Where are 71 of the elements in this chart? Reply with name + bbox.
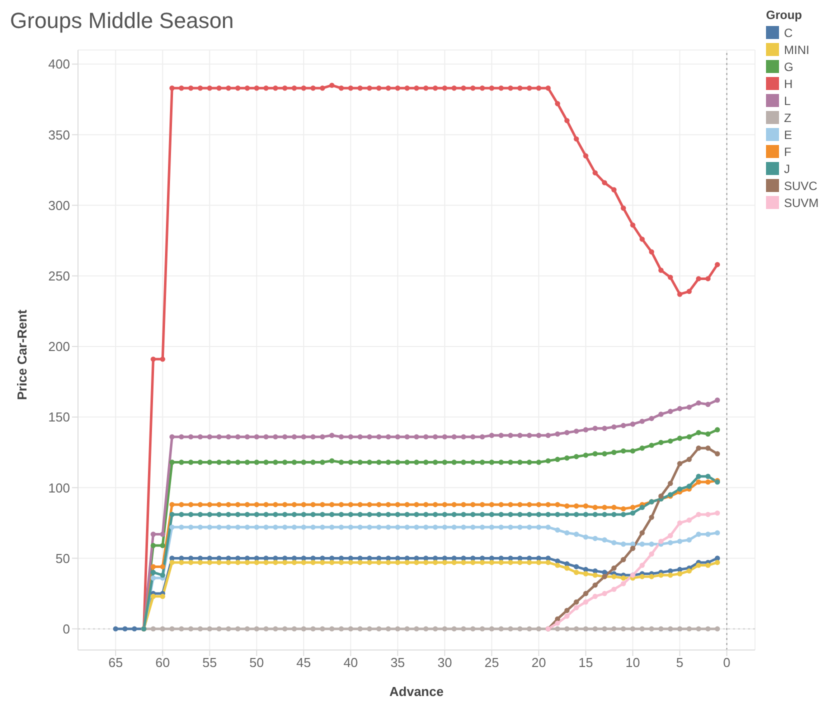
point xyxy=(658,494,664,499)
point xyxy=(620,557,626,562)
legend-label: F xyxy=(784,144,792,158)
point xyxy=(630,546,636,551)
x-tick-label: 60 xyxy=(155,655,170,670)
point xyxy=(677,461,682,466)
y-tick-label: 300 xyxy=(48,198,70,213)
x-tick-label: 30 xyxy=(437,655,452,670)
point xyxy=(696,512,702,518)
legend-label: MINI xyxy=(784,42,810,56)
x-tick-label: 25 xyxy=(484,655,499,670)
x-tick-label: 65 xyxy=(108,655,123,670)
point xyxy=(714,510,720,516)
point xyxy=(592,594,598,599)
point xyxy=(602,590,608,596)
x-tick-label: 35 xyxy=(390,655,405,670)
point xyxy=(564,614,570,619)
y-tick-label: 350 xyxy=(48,127,70,142)
legend-label: SUVC xyxy=(784,178,818,192)
point xyxy=(640,530,645,536)
x-tick-label: 40 xyxy=(343,655,358,670)
legend-label: L xyxy=(784,94,791,108)
point xyxy=(668,480,673,486)
y-tick-label: 100 xyxy=(48,480,70,496)
point xyxy=(705,512,711,518)
point xyxy=(564,608,570,614)
chart-title: Groups Middle Season xyxy=(10,8,234,34)
point xyxy=(705,446,711,451)
point xyxy=(611,566,617,571)
x-tick-label: 10 xyxy=(626,655,640,670)
legend-label: Z xyxy=(784,110,792,124)
y-axis-title: Price Car-Rent xyxy=(14,309,30,400)
point xyxy=(583,590,588,596)
point xyxy=(668,533,673,538)
point xyxy=(574,605,579,610)
point xyxy=(583,599,588,605)
x-tick-label: 20 xyxy=(532,655,546,670)
point xyxy=(686,456,692,462)
point xyxy=(648,514,654,520)
x-tick-label: 5 xyxy=(676,655,684,670)
x-tick-label: 45 xyxy=(296,655,311,670)
legend-label: G xyxy=(784,60,794,74)
legend-label: E xyxy=(784,128,792,142)
y-tick-label: 250 xyxy=(48,268,70,284)
point xyxy=(592,582,598,588)
legend-label: J xyxy=(784,162,790,176)
y-tick-label: 0 xyxy=(62,621,70,636)
y-tick-label: 400 xyxy=(48,56,70,72)
y-tick-label: 150 xyxy=(48,410,70,425)
point xyxy=(554,620,560,626)
point xyxy=(574,599,579,605)
x-axis-title: Advance xyxy=(389,684,444,699)
y-tick-label: 200 xyxy=(48,339,70,354)
legend-label: SUVM xyxy=(784,196,819,210)
point xyxy=(648,551,654,557)
point xyxy=(677,520,682,526)
legend-label: H xyxy=(784,76,793,90)
x-tick-label: 55 xyxy=(202,655,217,670)
point xyxy=(658,538,664,544)
legend-title: Group xyxy=(766,8,803,22)
x-tick-label: 15 xyxy=(578,655,593,670)
point xyxy=(620,581,626,586)
point xyxy=(686,518,692,523)
point xyxy=(611,586,617,592)
x-tick-label: 0 xyxy=(723,655,730,670)
point xyxy=(696,446,702,451)
legend-label: C xyxy=(784,26,793,40)
x-tick-label: 50 xyxy=(249,655,264,670)
y-tick-label: 50 xyxy=(56,550,70,566)
point xyxy=(714,451,720,456)
point xyxy=(640,562,645,568)
